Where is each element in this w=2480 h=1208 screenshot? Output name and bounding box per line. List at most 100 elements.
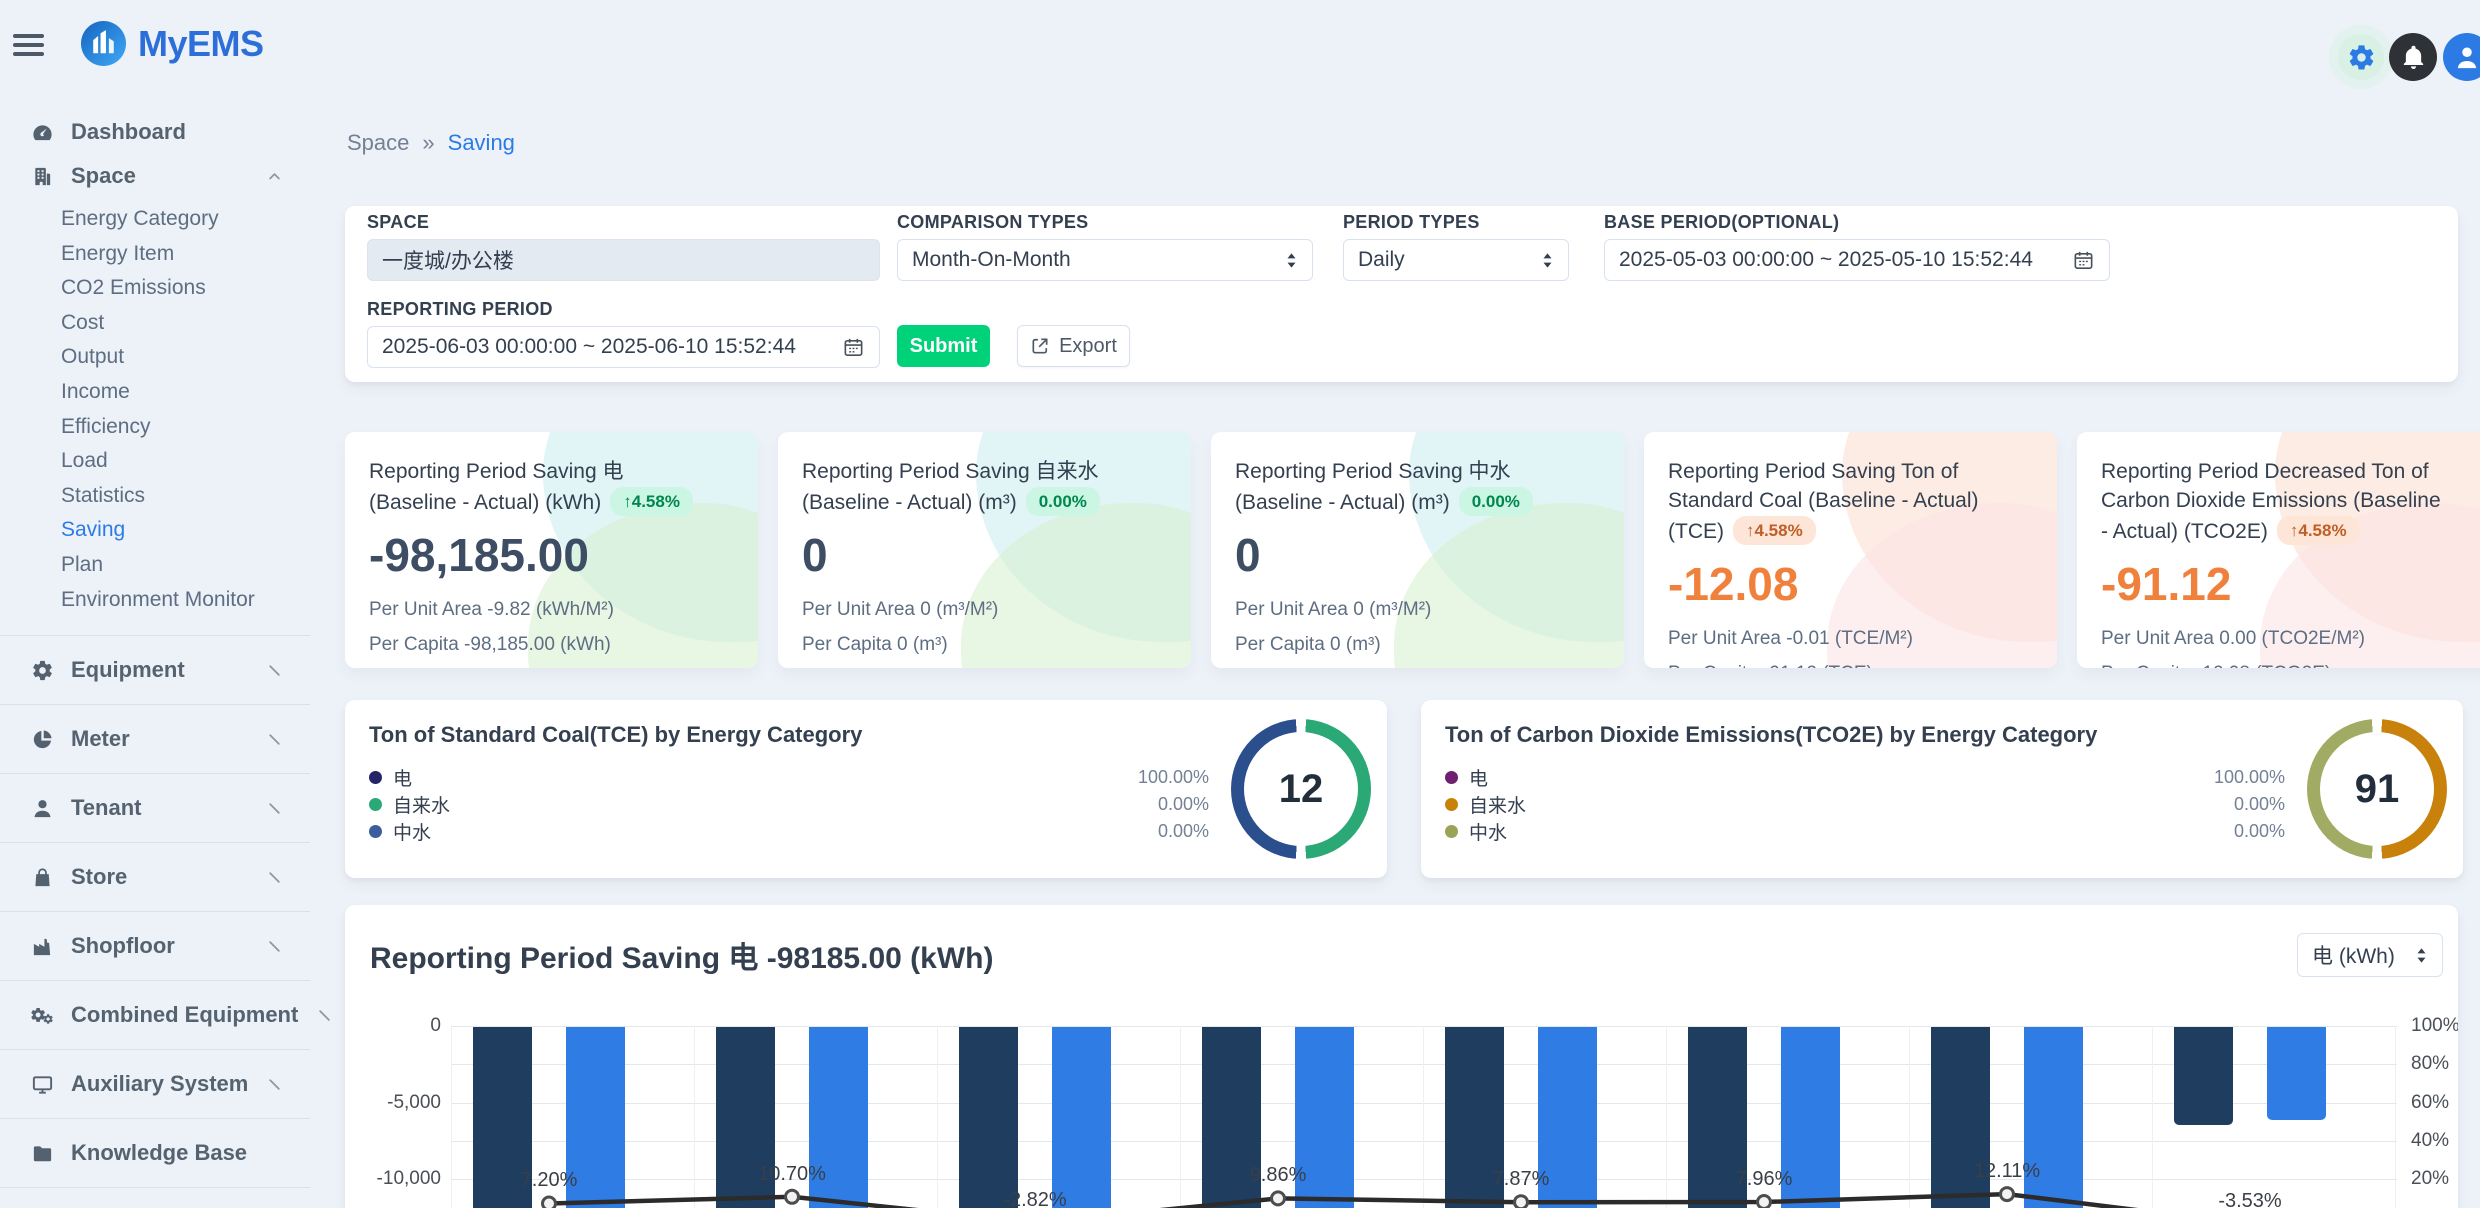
donut-center-value: 12 [1278,766,1324,811]
donut-chart[interactable]: 91 [2307,719,2447,859]
chevron-up-icon [265,167,284,186]
per-unit-area-line: Per Unit Area 0 (m³/M²) [802,598,999,620]
saving-rate-label-2: -2.82% [1003,1188,1067,1208]
donut-chart[interactable]: 12 [1231,719,1371,859]
sidebar-item-shopfloor[interactable]: Shopfloor [0,920,310,972]
gridline [451,1026,452,1208]
right-axis-tick: 80% [2411,1053,2450,1075]
breadcrumb-saving[interactable]: Saving [447,130,515,155]
stat-card-title: Reporting Period Saving 电 (Baseline - Ac… [369,458,714,518]
breadcrumb: Space » Saving [347,130,515,156]
sidebar-subitem-environment-monitor[interactable]: Environment Monitor [61,587,255,611]
gauge-icon [30,120,54,144]
legend-item-item: 自来水 [1445,791,1526,818]
saving-rate-label-0: 7.20% [520,1169,578,1192]
sidebar-subitem-co2-emissions[interactable]: CO2 Emissions [61,276,206,300]
shopping-bag-icon [30,865,54,889]
per-capita-line: Per Capita -12.08 (TCO2E) [2101,663,2466,668]
sidebar-item-equipment[interactable]: Equipment [0,644,310,696]
reporting-period-label: REPORTING PERIOD [367,299,553,319]
saving-rate-label-4: 7.87% [1492,1168,1550,1191]
gridline [694,1026,695,1208]
sidebar-subitem-statistics[interactable]: Statistics [61,483,146,507]
folder-icon [30,1141,54,1165]
bar-actual-3 [1295,1027,1354,1208]
base-period-label: BASE PERIOD(OPTIONAL) [1604,212,1840,232]
export-button[interactable]: Export [1017,325,1130,367]
hamburger-menu-icon[interactable] [13,34,44,61]
brand-logo[interactable]: MyEMS [80,20,264,67]
stat-value: -12.08 [1668,557,1799,610]
donut-card-tce-by-energy-category: Ton of Standard Coal(TCE) by Energy Cate… [345,700,1387,878]
donut-percentages: 100.00% 0.00% 0.00% [1138,764,1209,845]
sidebar-subitem-cost[interactable]: Cost [61,310,105,334]
period-types-select[interactable]: Daily [1343,239,1569,281]
sidebar-item-space[interactable]: Space [0,154,310,198]
pie-chart-icon [30,727,54,751]
submit-button[interactable]: Submit [897,325,990,367]
saving-rate-label-6: 12.11% [1973,1160,2041,1183]
sidebar-subitem-load[interactable]: Load [61,449,108,473]
space-input[interactable]: 一度城/办公楼 [367,239,880,281]
gridline [451,1026,2397,1027]
period-types-label: PERIOD TYPES [1343,212,1480,232]
sidebar-item-dashboard[interactable]: Dashboard [0,110,310,154]
legend-percentage: 0.00% [2233,794,2285,814]
legend-item-item: 自来水 [369,791,450,818]
notifications-bell-icon[interactable] [2389,33,2437,81]
stat-badge: ↑4.58% [610,486,693,517]
comparison-types-select[interactable]: Month-On-Month [897,239,1313,281]
sidebar-subitem-income[interactable]: Income [61,379,130,403]
legend-dot-icon [369,825,382,838]
donut-card-title: Ton of Standard Coal(TCE) by Energy Cate… [369,722,863,747]
per-unit-area-line: Per Unit Area 0 (m³/M²) [1235,598,1432,620]
sidebar-item-combined-equipment[interactable]: Combined Equipment [0,989,331,1041]
per-unit-area-line: Per Unit Area -0.01 (TCE/M²) [1668,627,1913,649]
sidebar-subitem-saving[interactable]: Saving [61,518,126,542]
stat-value: 0 [802,528,828,581]
sidebar-item-label: Combined Equipment [71,1002,299,1028]
donut-card-title: Ton of Carbon Dioxide Emissions(TCO2E) b… [1445,722,2098,747]
gridline [451,1064,2397,1066]
legend-percentage: 0.00% [1157,821,1209,841]
chart-plot-area[interactable]: 7.20% 10.70% -2.82% 9.86% 7.87% 7.96% 12.11% -3… [451,1026,2397,1208]
sidebar-nav: Dashboard Space Energy Category Energy Item… [0,80,331,1189]
stat-badge: 0.00% [1025,486,1100,517]
stat-badge: ↑4.58% [2276,515,2360,546]
sidebar-item-tenant[interactable]: Tenant [0,782,310,834]
sidebar-subitem-energy-category[interactable]: Energy Category [61,207,219,230]
donut-legend: 电自来水 中水 [1445,764,1526,845]
user-avatar-icon[interactable] [2443,33,2480,81]
gridline [451,1102,2397,1104]
gears-icon [30,1003,54,1027]
breadcrumb-space[interactable]: Space [347,130,410,155]
sidebar-item-label: Space [71,163,136,188]
sidebar-item-meter[interactable]: Meter [0,713,310,765]
reporting-period-input[interactable]: 2025-06-03 00:00:00 ~ 2025-06-10 15:52:4… [367,326,880,368]
settings-gear-icon[interactable] [2338,34,2384,80]
base-period-input[interactable]: 2025-05-03 00:00:00 ~ 2025-05-10 15:52:4… [1604,239,2110,281]
bar-actual-1 [809,1027,868,1208]
legend-dot-icon [369,771,382,784]
bar-baseline-0 [473,1027,532,1208]
bar-baseline-1 [716,1027,775,1208]
donut-card-tco2e-by-energy-category: Ton of Carbon Dioxide Emissions(TCO2E) b… [1421,700,2463,878]
sidebar-subitem-plan[interactable]: Plan [61,552,104,576]
legend-percentage: 100.00% [1137,767,1209,787]
space-label: SPACE [367,212,430,232]
chevron-down-icon [265,799,284,818]
energy-unit-select[interactable]: 电 (kWh) [2297,933,2443,977]
sidebar-subitem-energy-item[interactable]: Energy Item [61,241,175,265]
sidebar-item-knowledge-base[interactable]: Knowledge Base [0,1127,310,1179]
sidebar-item-label: Equipment [71,657,185,683]
sidebar-subitem-efficiency[interactable]: Efficiency [61,414,151,438]
sidebar-subitem-output[interactable]: Output [61,345,125,369]
legend-dot-icon [1445,798,1458,811]
comparison-types-label: COMPARISON TYPES [897,212,1089,232]
sidebar-item-store[interactable]: Store [0,851,310,903]
gridline [451,1140,2397,1142]
sidebar-item-auxiliary-system[interactable]: Auxiliary System [0,1058,310,1110]
gridline [1909,1026,1910,1208]
stat-card-title: Reporting Period Saving Ton of Standard … [1668,458,2013,547]
